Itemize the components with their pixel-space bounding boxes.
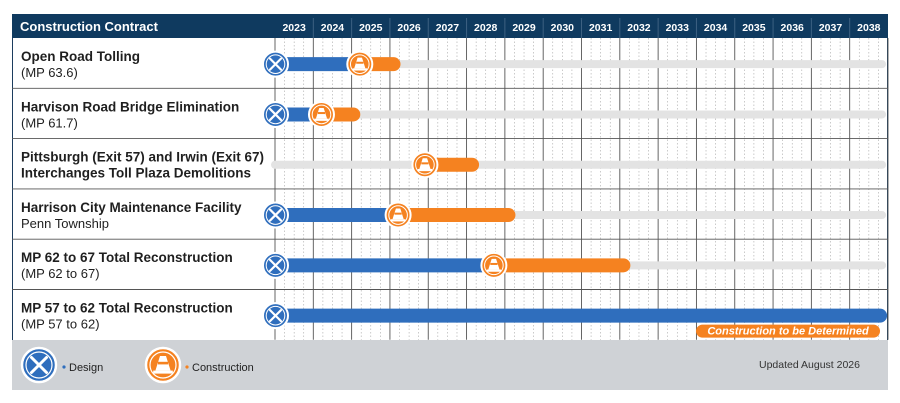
schedule-row: Harvison Road Bridge Elimination(MP 61.7… (21, 99, 887, 130)
rows: Open Road Tolling(MP 63.6) Harvison Road … (21, 49, 888, 338)
schedule-row: Open Road Tolling(MP 63.6) (21, 49, 887, 80)
row-title: Harrison City Maintenance Facility (21, 200, 242, 215)
traffic-cone-icon (411, 151, 439, 179)
traffic-cone-icon (480, 251, 508, 279)
footer-bar (12, 340, 888, 390)
legend-design: Design (20, 346, 103, 384)
row-subtitle: Penn Township (21, 216, 109, 231)
schedule-row: MP 62 to 67 Total Reconstruction(MP 62 t… (21, 250, 887, 281)
design-tools-icon (261, 50, 290, 78)
year-label: 2025 (359, 22, 383, 34)
traffic-cone-icon (307, 100, 335, 128)
design-tools-icon (20, 346, 58, 384)
year-label: 2036 (781, 22, 805, 34)
row-title: Open Road Tolling (21, 49, 140, 64)
updated-note: Updated August 2026 (759, 359, 860, 371)
legend-construction-label: Construction (192, 362, 254, 374)
year-label: 2024 (321, 22, 345, 34)
construction-tbd-label: Construction to be Determined (707, 326, 869, 338)
row-subtitle: Interchanges Toll Plaza Demolitions (21, 166, 251, 181)
design-tools-icon (261, 302, 290, 330)
row-title: MP 57 to 62 Total Reconstruction (21, 301, 233, 316)
grid (12, 38, 889, 340)
year-label: 2037 (819, 22, 843, 34)
traffic-cone-icon (346, 50, 374, 78)
year-label: 2026 (397, 22, 421, 34)
design-tools-icon (261, 201, 290, 229)
schedule-row: Pittsburgh (Exit 57) and Irwin (Exit 67)… (21, 150, 887, 181)
traffic-cone-icon (384, 201, 412, 229)
legend-design-label: Design (69, 362, 103, 374)
year-label: 2035 (742, 22, 766, 34)
row-title: MP 62 to 67 Total Reconstruction (21, 250, 233, 265)
header-bar (12, 14, 888, 38)
legend-construction: Construction (144, 346, 254, 384)
design-tools-icon (261, 251, 290, 279)
year-label: 2038 (857, 22, 881, 34)
row-subtitle: (MP 57 to 62) (21, 317, 100, 332)
row-title: Pittsburgh (Exit 57) and Irwin (Exit 67) (21, 150, 264, 165)
construction-tbd-badge (696, 324, 880, 338)
traffic-cone-icon (144, 346, 182, 384)
row-subtitle: (MP 61.7) (21, 115, 78, 130)
year-label: 2034 (704, 22, 728, 34)
schedule-row: MP 57 to 62 Total Reconstruction(MP 57 t… (21, 301, 888, 338)
header-title: Construction Contract (20, 19, 159, 34)
year-label: 2027 (436, 22, 460, 34)
row-subtitle: (MP 63.6) (21, 65, 78, 80)
year-label: 2031 (589, 22, 613, 34)
year-label: 2033 (666, 22, 690, 34)
design-tools-icon (261, 100, 290, 129)
row-title: Harvison Road Bridge Elimination (21, 99, 239, 114)
year-label: 2030 (551, 22, 575, 34)
year-headers: 2023 2024 2025 2026 2027 2028 2029 2030 2031 2032… (282, 18, 881, 38)
row-subtitle: (MP 62 to 67) (21, 266, 100, 281)
year-label: 2032 (627, 22, 651, 34)
year-label: 2029 (512, 22, 536, 34)
year-label: 2023 (282, 22, 306, 34)
year-label: 2028 (474, 22, 498, 34)
